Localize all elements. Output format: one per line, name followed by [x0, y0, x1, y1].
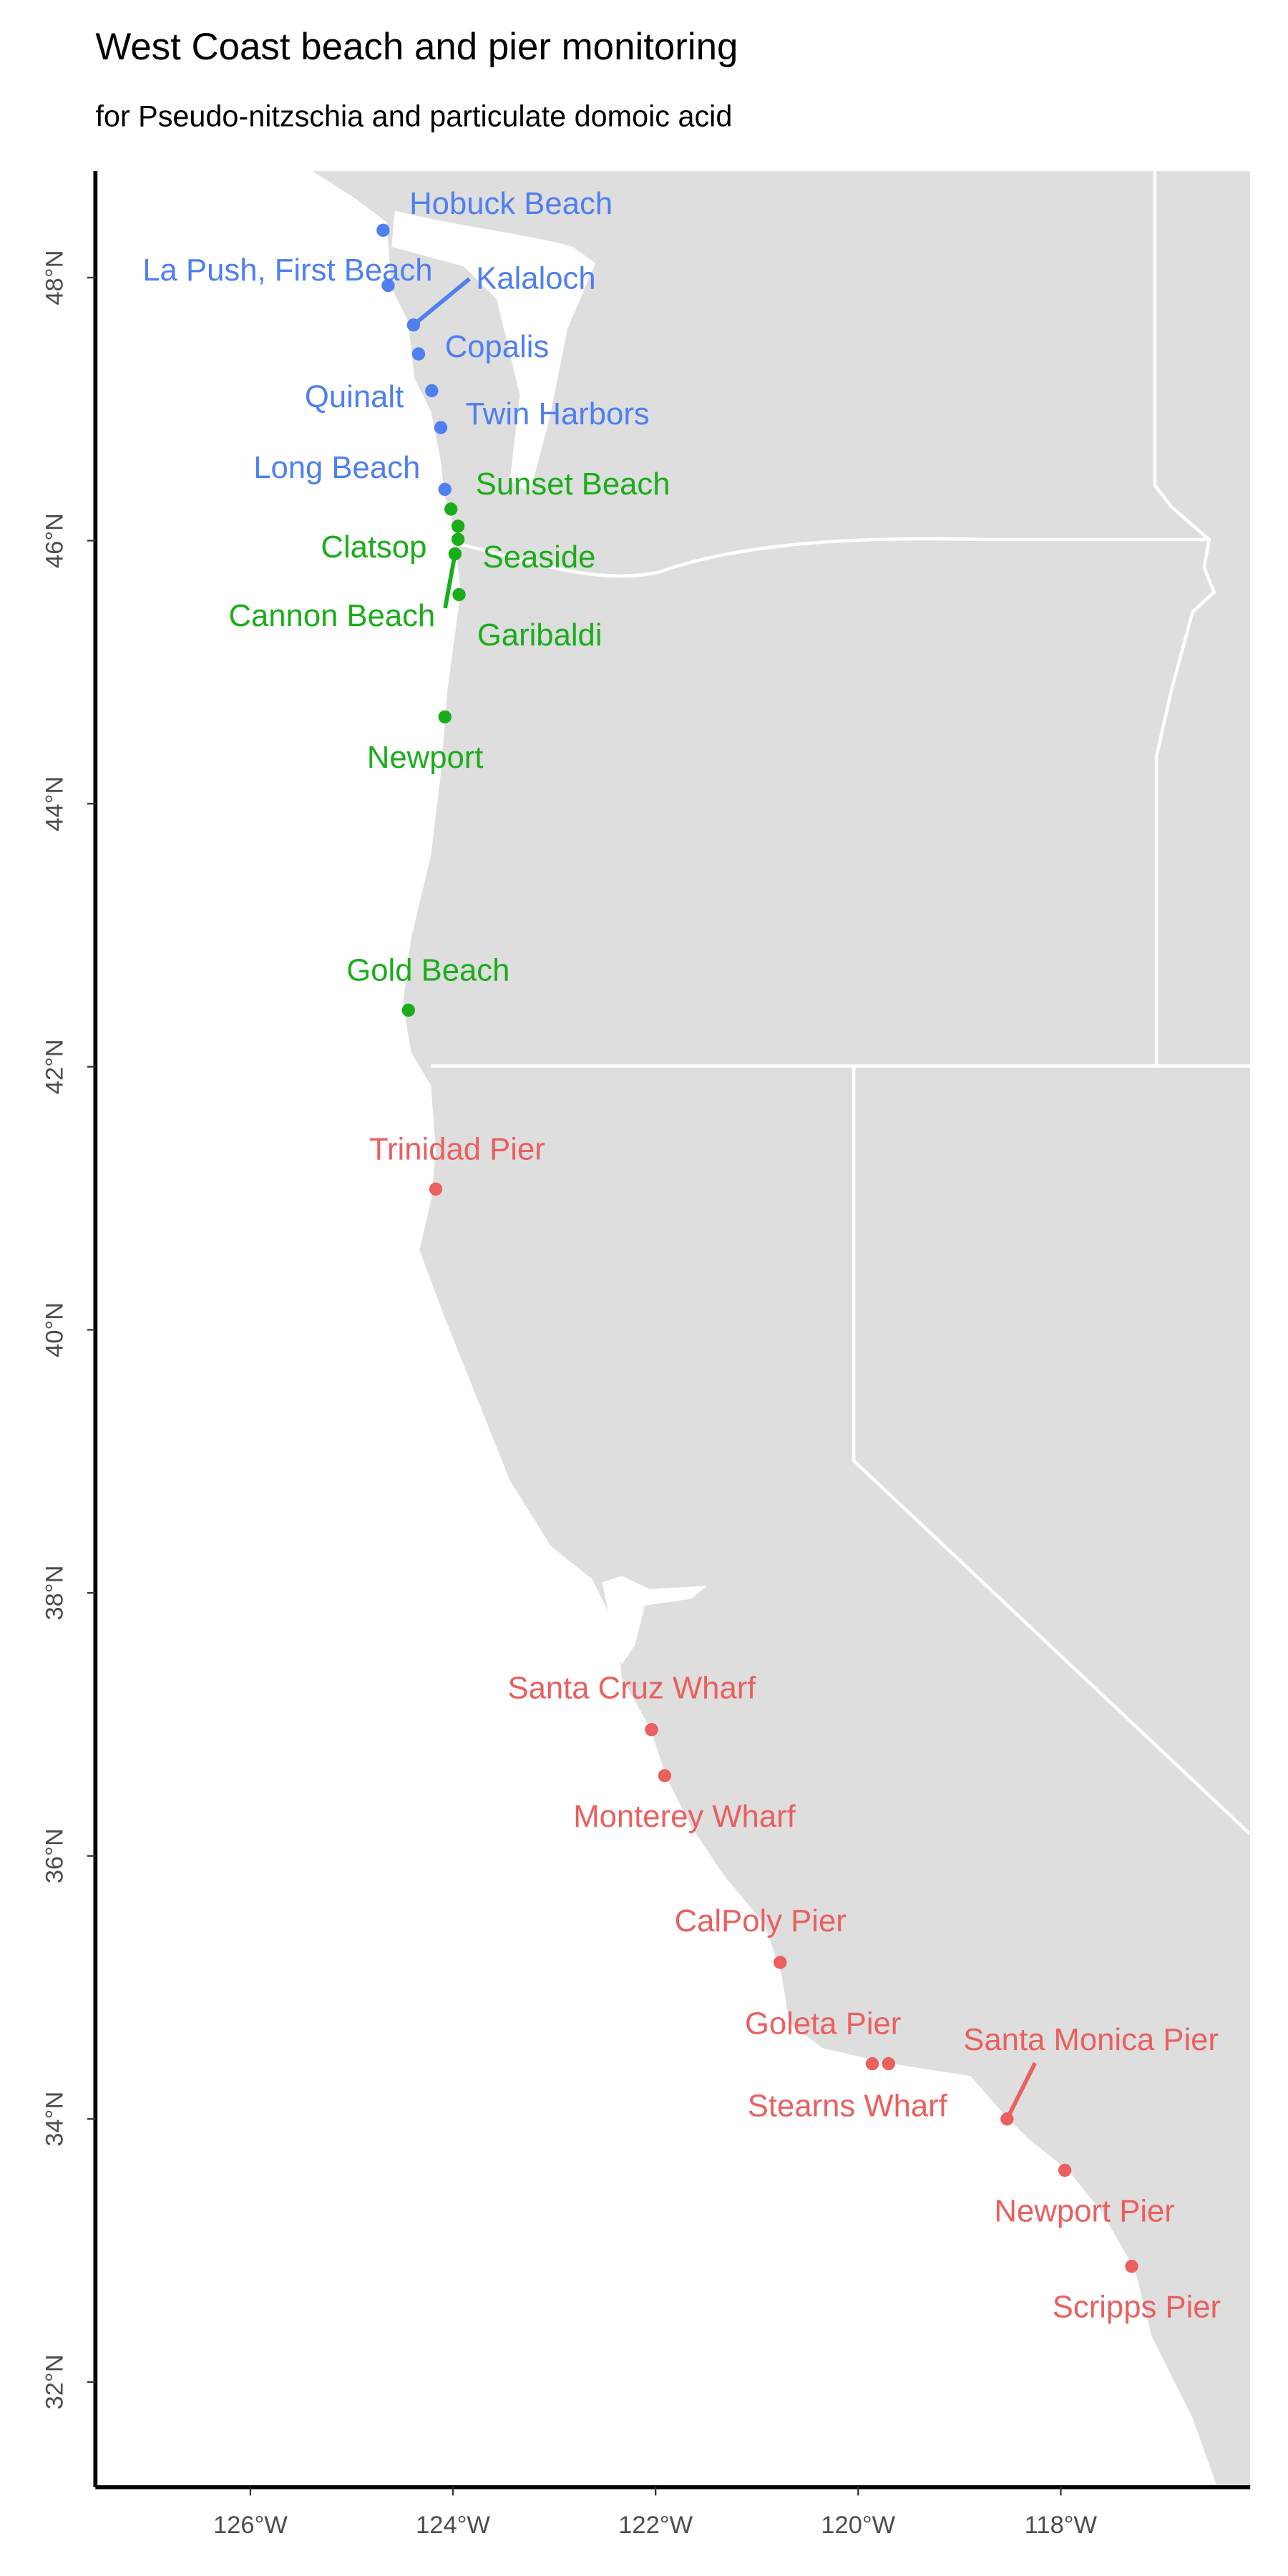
subtitle: for Pseudo-nitzschia and particulate dom… [95, 99, 732, 132]
y-tick-label: 44°N [41, 776, 68, 831]
station-label: Goleta Pier [745, 2006, 901, 2041]
y-tick-label: 42°N [41, 1039, 68, 1094]
station-label: Garibaldi [477, 618, 602, 653]
station-label: Long Beach [253, 450, 420, 485]
x-tick-label: 120°W [821, 2512, 895, 2539]
x-tick-label: 118°W [1025, 2512, 1098, 2539]
station-label: Newport [367, 740, 484, 775]
station-point [774, 1956, 787, 1969]
station-label: Cannon Beach [228, 598, 435, 633]
station-label: Santa Cruz Wharf [507, 1671, 756, 1706]
station-label: Hobuck Beach [409, 186, 613, 221]
puget-sound [391, 210, 596, 494]
leader-line [443, 553, 457, 609]
y-tick-label: 32°N [41, 2354, 68, 2409]
station-label: Copalis [445, 329, 550, 364]
leader-line [1005, 2062, 1038, 2120]
station-point [425, 384, 439, 398]
title: West Coast beach and pier monitoring [95, 26, 738, 68]
y-tick-label: 38°N [41, 1566, 68, 1621]
basemap [312, 171, 1251, 2487]
station-point [438, 710, 452, 724]
station-point [411, 347, 426, 361]
station-point [865, 2057, 879, 2071]
station-point [451, 519, 465, 533]
station-point [448, 547, 462, 561]
sf-bay [602, 1576, 708, 1665]
station-point [381, 278, 395, 293]
station-point [444, 502, 458, 516]
station-label: Stearns Wharf [748, 2089, 948, 2124]
station-point [438, 482, 452, 497]
station-point [429, 1182, 443, 1196]
station-label: Clatsop [321, 530, 426, 565]
station-label: Gold Beach [346, 952, 509, 987]
station-point [658, 1769, 672, 1782]
station-point [406, 318, 421, 332]
station-label: La Push, First Beach [142, 253, 432, 288]
y-tick-label: 34°N [41, 2092, 68, 2147]
y-tick-label: 48°N [41, 250, 68, 305]
station-label: Twin Harbors [466, 396, 650, 431]
leader-line [412, 277, 471, 327]
x-tick-label: 126°W [213, 2512, 288, 2539]
station-label: Santa Monica Pier [963, 2022, 1219, 2057]
station-point [376, 223, 390, 237]
station-label: Scripps Pier [1053, 2289, 1221, 2324]
station-label: Trinidad Pier [369, 1131, 545, 1166]
station-label: Sunset Beach [476, 467, 670, 502]
y-tick-label: 36°N [41, 1828, 68, 1883]
station-label: Newport Pier [995, 2193, 1175, 2228]
station-point [401, 1003, 415, 1017]
station-point [1125, 2259, 1138, 2273]
borders [431, 171, 1251, 1835]
land [312, 171, 1251, 2487]
x-tick-label: 122°W [618, 2512, 693, 2539]
y-tick-label: 46°N [41, 513, 68, 568]
station-point [1058, 2163, 1072, 2177]
station-label: Kalaloch [476, 261, 595, 296]
y-tick-label: 40°N [41, 1302, 68, 1357]
station-point [1000, 2112, 1014, 2126]
x-tick-label: 124°W [416, 2512, 490, 2539]
station-point [451, 532, 465, 546]
station-label: Seaside [483, 540, 596, 575]
station-point [882, 2057, 895, 2071]
station-label: Monterey Wharf [573, 1799, 796, 1834]
station-point [434, 421, 448, 434]
station-point [645, 1723, 658, 1737]
station-label: Quinalt [305, 379, 404, 414]
station-point [452, 587, 466, 602]
station-label: CalPoly Pier [675, 1903, 847, 1938]
